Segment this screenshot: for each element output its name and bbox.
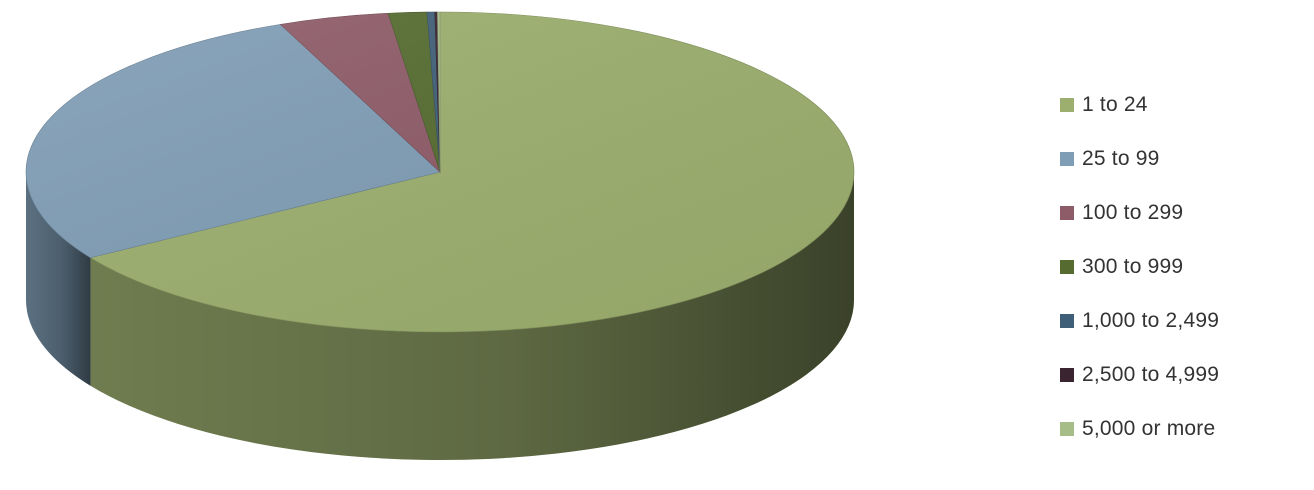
legend-label: 100 to 299	[1082, 201, 1184, 224]
pie-side-shade-0	[90, 172, 854, 460]
pie-side-shade-1	[26, 172, 91, 386]
pie-top-gloss	[26, 12, 854, 332]
legend-item: 1 to 24	[1060, 86, 1310, 124]
legend-label: 2,500 to 4,999	[1082, 363, 1220, 386]
legend-label: 5,000 or more	[1082, 417, 1216, 440]
legend-swatch-300-to-999	[1060, 260, 1074, 274]
legend-swatch-25-to-99	[1060, 152, 1074, 166]
legend-label: 1 to 24	[1082, 93, 1148, 116]
pie-tops	[25, 11, 855, 333]
pie-sides	[26, 172, 854, 460]
legend-swatch-1000-to-2499	[1060, 314, 1074, 328]
legend-swatch-2500-to-4999	[1060, 368, 1074, 382]
legend-label: 1,000 to 2,499	[1082, 309, 1220, 332]
legend-swatch-1-to-24	[1060, 98, 1074, 112]
legend-label: 25 to 99	[1082, 147, 1160, 170]
legend-item: 100 to 299	[1060, 194, 1310, 232]
chart-legend: 1 to 24 25 to 99 100 to 299 300 to 999 1…	[1060, 86, 1310, 464]
legend-swatch-100-to-299	[1060, 206, 1074, 220]
legend-item: 5,000 or more	[1060, 410, 1310, 448]
legend-item: 1,000 to 2,499	[1060, 302, 1310, 340]
legend-item: 2,500 to 4,999	[1060, 356, 1310, 394]
legend-swatch-5000-or-more	[1060, 422, 1074, 436]
legend-label: 300 to 999	[1082, 255, 1184, 278]
legend-item: 25 to 99	[1060, 140, 1310, 178]
legend-item: 300 to 999	[1060, 248, 1310, 286]
